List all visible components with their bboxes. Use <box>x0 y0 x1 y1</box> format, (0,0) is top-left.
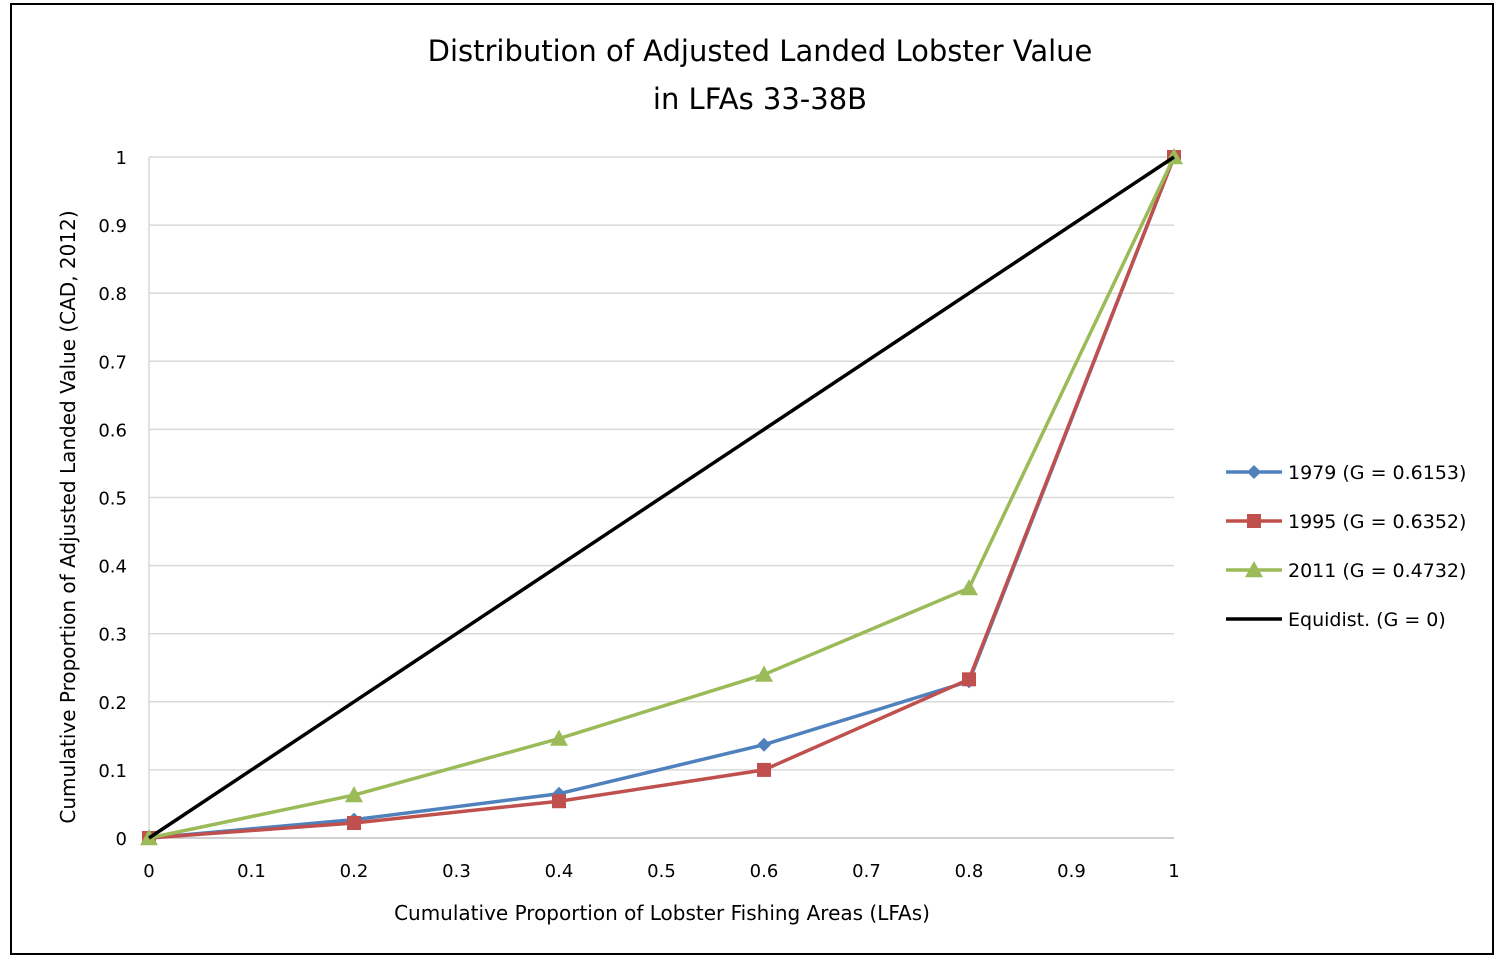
y-tick-label-0.9: 0.9 <box>98 216 127 237</box>
series-2-point-2 <box>552 794 566 809</box>
y-tick-labels: 0 0.1 0.2 0.3 0.4 0.5 0.6 0.7 0.8 0.9 1 <box>98 148 127 850</box>
legend-item-4-label: Equidist. (G = 0) <box>1288 609 1446 631</box>
x-axis-label: Cumulative Proportion of Lobster Fishing… <box>394 901 930 925</box>
x-tick-label-0.3: 0.3 <box>442 861 471 882</box>
series-3-point-4 <box>960 579 978 596</box>
legend: 1979 (G = 0.6153) 1995 (G = 0.6352) 2011 (… <box>1226 462 1466 631</box>
legend-item-1-marker <box>1247 465 1261 479</box>
legend-item-2-marker <box>1247 514 1261 528</box>
legend-item-3-label: 2011 (G = 0.4732) <box>1288 560 1466 582</box>
x-tick-label-0.5: 0.5 <box>647 861 676 882</box>
x-tick-label-0.2: 0.2 <box>340 861 369 882</box>
chart-frame <box>10 3 1494 955</box>
gridlines <box>149 156 1174 771</box>
series-2-line <box>148 156 1176 840</box>
y-axis-label: Cumulative Proportion of Adjusted Landed… <box>56 210 80 823</box>
legend-item-2-label: 1995 (G = 0.6352) <box>1288 511 1466 533</box>
series-2-point-1 <box>347 816 361 831</box>
chart-title-line-1: Distribution of Adjusted Landed Lobster … <box>428 34 1093 68</box>
chart-title-line-2: in LFAs 33-38B <box>653 82 867 116</box>
axes <box>148 157 1174 839</box>
series-3-point-3 <box>755 665 773 682</box>
x-tick-label-0.9: 0.9 <box>1057 861 1086 882</box>
series-3-line <box>148 156 1176 840</box>
series-2-point-4 <box>962 672 976 687</box>
x-tick-label-1: 1 <box>1168 861 1179 882</box>
x-tick-label-0.4: 0.4 <box>545 861 574 882</box>
x-tick-label-0.8: 0.8 <box>955 861 984 882</box>
legend-item-3-marker <box>1245 561 1263 578</box>
y-tick-label-0: 0 <box>116 829 127 850</box>
x-tick-labels: 0 0.1 0.2 0.3 0.4 0.5 0.6 0.7 0.8 0.9 1 <box>143 861 1179 882</box>
y-tick-label-0.1: 0.1 <box>98 761 127 782</box>
y-tick-label-0.2: 0.2 <box>98 693 127 714</box>
x-tick-label-0.7: 0.7 <box>852 861 881 882</box>
y-tick-label-0.6: 0.6 <box>98 420 127 441</box>
series-2-point-3 <box>757 762 771 777</box>
y-tick-label-0.8: 0.8 <box>98 284 127 305</box>
series-4-line <box>148 155 1175 840</box>
series-1-point-3 <box>757 737 771 752</box>
legend-item-1-label: 1979 (G = 0.6153) <box>1288 462 1466 484</box>
y-tick-label-0.4: 0.4 <box>98 557 127 578</box>
series-3-point-2 <box>550 729 568 746</box>
y-tick-label-0.7: 0.7 <box>98 352 127 373</box>
y-tick-label-0.3: 0.3 <box>98 625 127 646</box>
series-group <box>140 148 1183 846</box>
x-tick-label-0.1: 0.1 <box>237 861 266 882</box>
x-tick-label-0: 0 <box>143 861 154 882</box>
y-tick-label-0.5: 0.5 <box>98 489 127 510</box>
series-3-point-1 <box>345 786 363 803</box>
y-tick-label-1: 1 <box>116 148 127 169</box>
x-tick-label-0.6: 0.6 <box>750 861 779 882</box>
